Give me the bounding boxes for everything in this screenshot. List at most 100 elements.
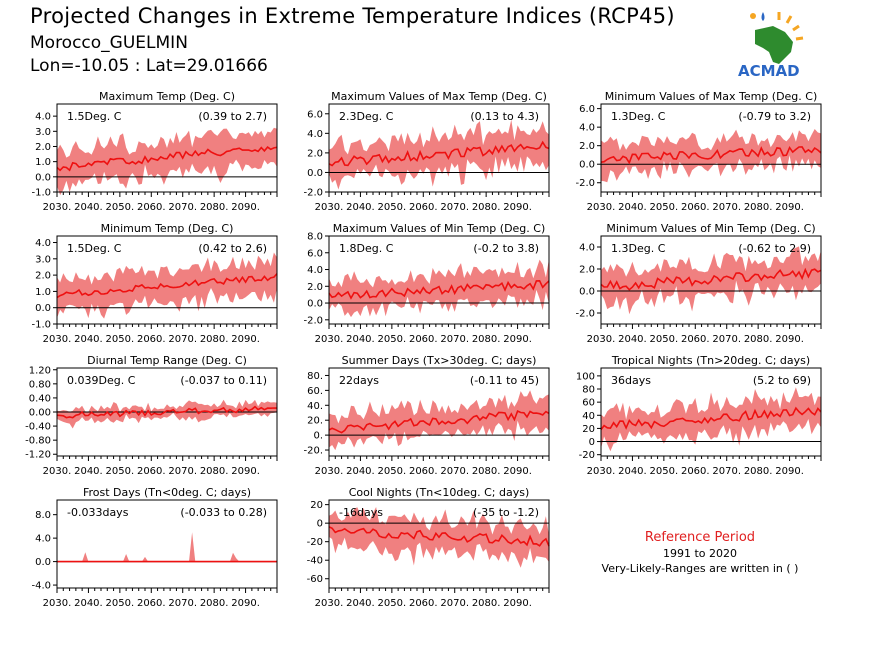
change-value: -0.033days	[67, 506, 129, 519]
x-tick-label: 2060.	[137, 334, 166, 345]
mean-line	[600, 406, 822, 431]
x-tick-label: 2030.	[587, 202, 616, 213]
mean-line	[56, 273, 278, 299]
likely-range: (-35 to -1.2)	[473, 506, 539, 519]
plot-frame	[600, 367, 822, 457]
y-tick-label: 80.	[307, 371, 323, 382]
x-tick-label: 2090.	[231, 202, 260, 213]
x-tick-label: 2060.	[409, 202, 438, 213]
x-tick-label: 2070.	[712, 202, 741, 213]
x-tick-label: 2080.	[200, 598, 229, 609]
x-tick-label: 2070.	[440, 202, 469, 213]
x-tick-label: 2050.	[378, 202, 407, 213]
reference-legend: Reference Period 1991 to 2020 Very-Likel…	[560, 530, 840, 575]
x-tick-label: 2080.	[472, 202, 501, 213]
plot-frame	[56, 103, 278, 193]
x-tick-label: 2040.	[346, 334, 375, 345]
change-value: 1.8Deg. C	[339, 242, 394, 255]
mean-line	[328, 140, 550, 167]
reference-years: 1991 to 2020	[662, 547, 738, 560]
y-tick-label: 0.0	[307, 168, 323, 179]
y-tick-label: -20.	[303, 446, 323, 457]
mean-line	[600, 267, 822, 291]
range-band	[57, 127, 277, 196]
y-tick-label: 4.0	[579, 123, 595, 134]
y-tick-label: 80	[582, 385, 595, 396]
range-band	[57, 399, 277, 429]
x-tick-label: 2080.	[472, 598, 501, 609]
plot-frame	[328, 367, 550, 457]
panel-title: Diurnal Temp Range (Deg. C)	[87, 354, 247, 367]
page-title: Projected Changes in Extreme Temperature…	[30, 4, 675, 28]
y-tick-label: 2.0	[307, 148, 323, 159]
y-tick-label: 2.0	[579, 141, 595, 152]
y-tick-label: -60	[307, 574, 323, 585]
change-value: 2.3Deg. C	[339, 110, 394, 123]
x-tick-label: 2070.	[168, 466, 197, 477]
y-tick-label: 0.40	[29, 393, 51, 404]
range-band	[601, 129, 821, 183]
change-value: 0.039Deg. C	[67, 374, 136, 387]
mean-line	[56, 405, 278, 419]
x-tick-label: 2080.	[744, 202, 773, 213]
y-tick-label: -0.40	[25, 422, 51, 433]
x-tick-label: 2030.	[43, 202, 72, 213]
y-tick-label: -2.0	[303, 315, 323, 326]
x-tick-label: 2040.	[346, 466, 375, 477]
x-tick-label: 2080.	[472, 334, 501, 345]
x-tick-label: 2060.	[137, 202, 166, 213]
plot-frame	[56, 235, 278, 325]
x-tick-label: 2030.	[587, 466, 616, 477]
x-tick-label: 2030.	[315, 334, 344, 345]
y-tick-label: 6.0	[307, 109, 323, 120]
x-tick-label: 2090.	[775, 466, 804, 477]
x-tick-label: 2090.	[231, 598, 260, 609]
likely-range: (-0.62 to 2.9)	[738, 242, 811, 255]
y-tick-label: 3.0	[35, 254, 51, 265]
x-tick-label: 2090.	[775, 334, 804, 345]
x-tick-label: 2040.	[618, 334, 647, 345]
x-tick-label: 2080.	[472, 466, 501, 477]
y-tick-label: 6.0	[307, 248, 323, 259]
x-tick-label: 2030.	[43, 466, 72, 477]
mean-line	[600, 145, 822, 165]
likely-range: (-0.11 to 45)	[470, 374, 539, 387]
panel-title: Minimum Values of Max Temp (Deg. C)	[605, 90, 818, 103]
x-tick-label: 2040.	[74, 466, 103, 477]
y-tick-label: 0.0	[307, 299, 323, 310]
x-tick-label: 2070.	[440, 466, 469, 477]
panel-title: Summer Days (Tx>30deg. C; days)	[342, 354, 537, 367]
x-tick-label: 2080.	[744, 466, 773, 477]
x-tick-label: 2030.	[315, 466, 344, 477]
x-tick-label: 2050.	[650, 334, 679, 345]
plot-frame	[328, 103, 550, 193]
likely-range: (-0.2 to 3.8)	[473, 242, 539, 255]
y-tick-label: 2.0	[35, 271, 51, 282]
y-tick-label: 4.0	[35, 238, 51, 249]
y-tick-label: 1.0	[35, 157, 51, 168]
x-tick-label: 2070.	[168, 202, 197, 213]
x-tick-label: 2070.	[168, 598, 197, 609]
mean-line	[328, 526, 550, 547]
chart-panel: -60 -40 -20 0 20 2030. 2040. 2050. 2060. 2070. 208…	[307, 486, 550, 609]
x-tick-label: 2040.	[74, 598, 103, 609]
x-tick-label: 2080.	[200, 202, 229, 213]
mean-line	[328, 279, 550, 300]
plot-frame	[328, 235, 550, 325]
y-tick-label: -20	[307, 537, 323, 548]
range-band	[329, 390, 549, 451]
plot-frame	[600, 103, 822, 193]
y-tick-label: 8.0	[35, 510, 51, 521]
x-tick-label: 2030.	[315, 202, 344, 213]
x-tick-label: 2060.	[409, 334, 438, 345]
panel-title: Tropical Nights (Tn>20deg. C; days)	[611, 354, 810, 367]
change-value: -16days	[339, 506, 383, 519]
y-tick-label: 1.0	[35, 287, 51, 298]
reference-note: Very-Likely-Ranges are written in ( )	[601, 562, 799, 575]
x-tick-label: 2070.	[440, 598, 469, 609]
y-tick-label: 0	[317, 519, 323, 530]
y-tick-label: 8.0	[307, 232, 323, 243]
